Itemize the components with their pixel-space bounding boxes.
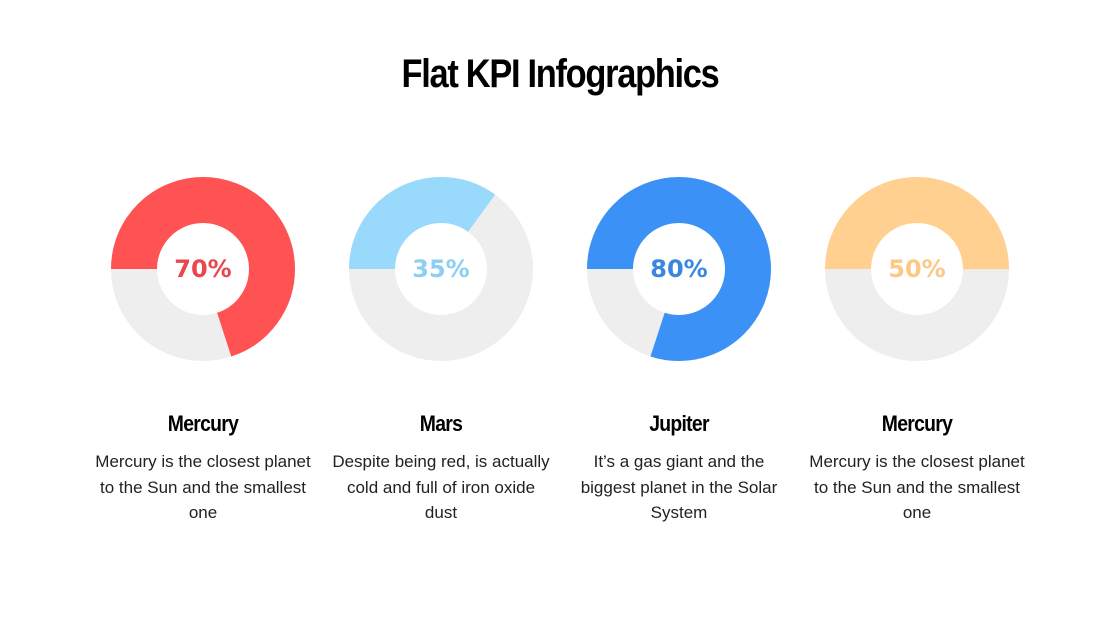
kpi-card-mercury-2: 50% Mercury Mercury is the closest plane… [798, 177, 1036, 526]
kpi-value: 80% [650, 255, 708, 283]
kpi-name: Mercury [167, 411, 239, 436]
donut-arc [111, 177, 295, 361]
donut-svg [111, 177, 295, 361]
donut-svg [825, 177, 1009, 361]
kpi-card-mars: 35% Mars Despite being red, is actually … [322, 177, 560, 526]
donut-chart: 80% [587, 177, 771, 361]
kpi-name: Mars [419, 411, 463, 436]
donut-chart: 70% [111, 177, 295, 361]
kpi-card-jupiter: 80% Jupiter It’s a gas giant and the big… [560, 177, 798, 526]
kpi-description: Mercury is the closest planet to the Sun… [809, 452, 1025, 522]
donut-svg [349, 177, 533, 361]
kpi-name: Jupiter [649, 411, 709, 436]
kpi-value: 35% [412, 255, 470, 283]
donut-svg [587, 177, 771, 361]
kpi-value: 70% [174, 255, 232, 283]
page-title: Flat KPI Infographics [401, 52, 720, 96]
kpi-description: Mercury is the closest planet to the Sun… [95, 452, 311, 522]
kpi-name: Mercury [881, 411, 953, 436]
donut-chart: 35% [349, 177, 533, 361]
donut-arc [349, 177, 533, 361]
donut-arc [825, 177, 1009, 361]
donut-arc [587, 177, 771, 361]
kpi-description: Despite being red, is actually cold and … [332, 452, 550, 522]
kpi-value: 50% [888, 255, 946, 283]
kpi-card-mercury: 70% Mercury Mercury is the closest plane… [84, 177, 322, 526]
kpi-description: It’s a gas giant and the biggest planet … [580, 452, 778, 522]
donut-chart: 50% [825, 177, 1009, 361]
